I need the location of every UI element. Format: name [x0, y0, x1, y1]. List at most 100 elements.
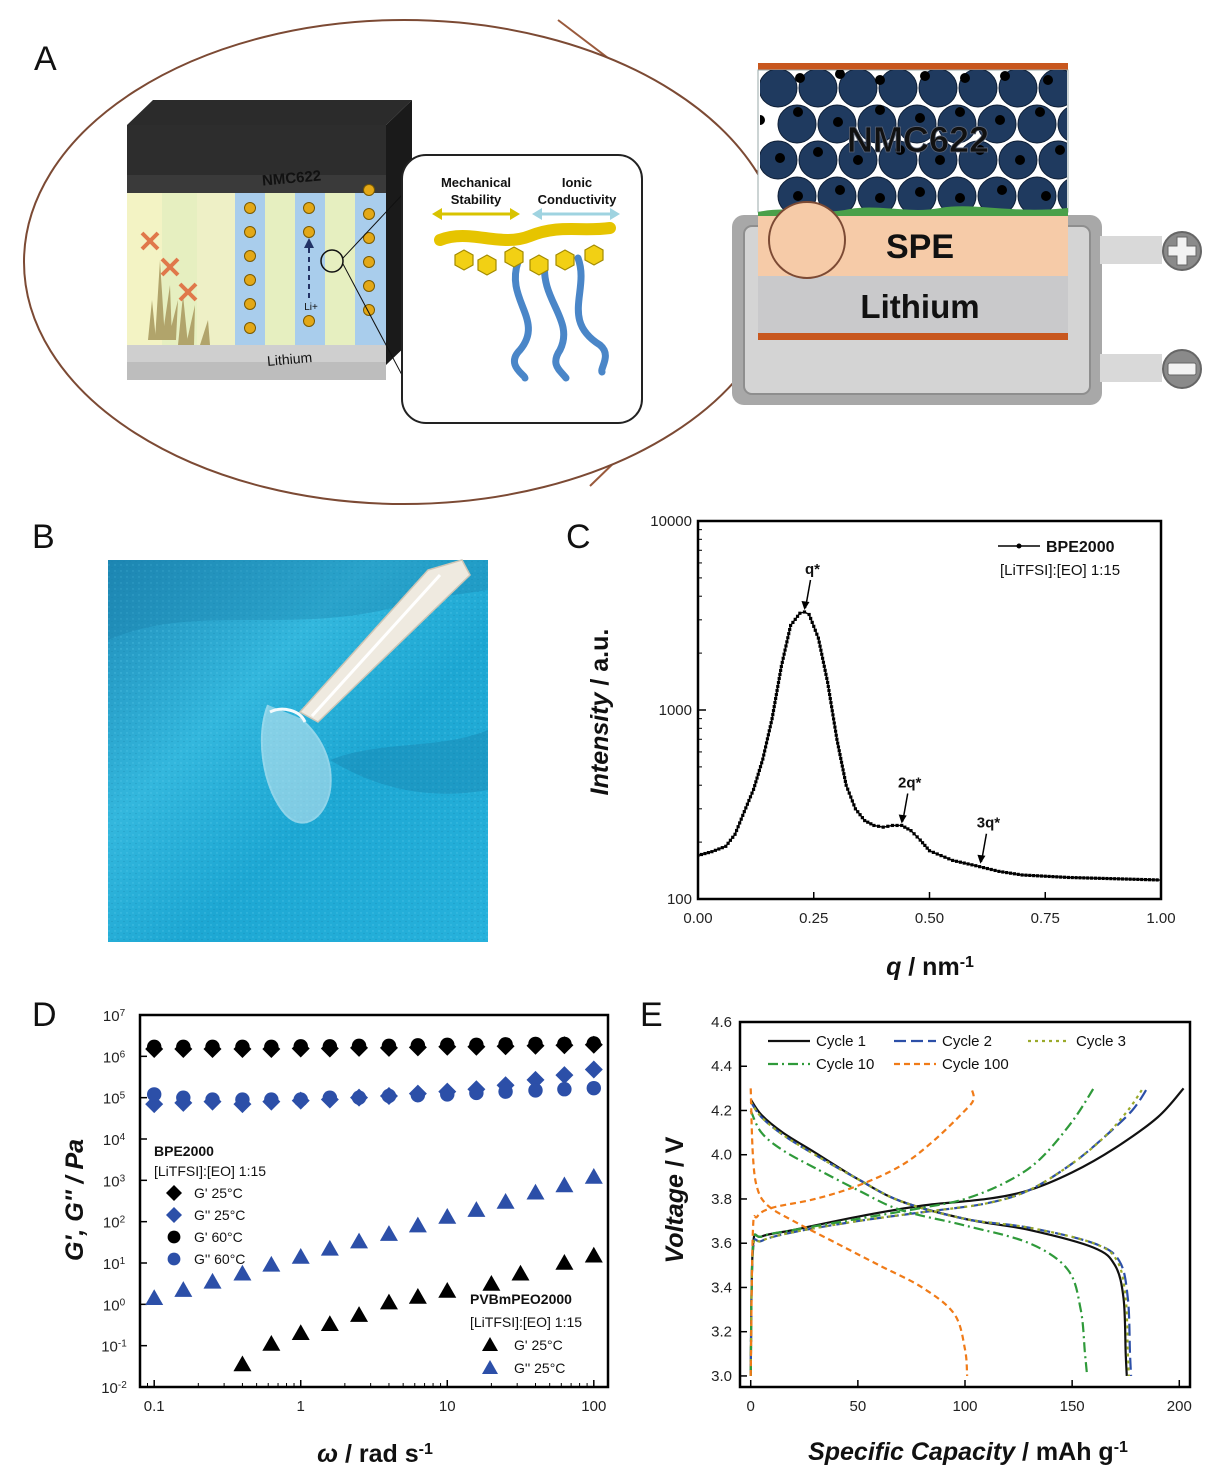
chart-c-point — [798, 611, 802, 615]
chart-e-series-line — [749, 1098, 1128, 1376]
active-particle-icon — [878, 140, 918, 180]
chart-d-point — [235, 1039, 250, 1055]
chart-c-xtick-label: 0.75 — [1031, 910, 1060, 927]
chart-c-point — [816, 636, 820, 640]
chart-c-point — [774, 696, 778, 701]
chart-d-point — [586, 1080, 601, 1096]
chart-c-point — [1105, 876, 1109, 881]
chart-c-point — [713, 848, 717, 852]
chart-d-point — [526, 1183, 545, 1200]
active-particle-icon — [798, 140, 838, 180]
chart-c-point — [1012, 872, 1016, 876]
chart-d-point — [233, 1355, 252, 1372]
active-particle-icon — [1057, 107, 1067, 141]
chart-d-point — [174, 1281, 193, 1297]
chart-c-point — [837, 749, 841, 753]
chart-d-ytick-label: 105 — [103, 1090, 126, 1108]
chart-e-series-line — [749, 1087, 1095, 1376]
chart-d-legend-bottom: PVBmPEO2000 [LiTFSI]:[EO] 1:15 G' 25°C G'… — [470, 1291, 582, 1376]
chart-d-point — [410, 1087, 426, 1103]
battery-cell: NMC622 SPE Lithium — [732, 63, 1202, 405]
carbon-particle-icon — [793, 107, 803, 117]
chart-c-point — [777, 676, 781, 681]
pendant-group-icon — [454, 244, 604, 276]
chart-e-ytick-label: 3.0 — [711, 1368, 732, 1385]
chart-c-point — [819, 648, 823, 652]
chart-d-legend-label: G'' 60°C — [194, 1251, 245, 1267]
carbon-particle-icon — [835, 185, 845, 195]
chart-c-point — [918, 838, 922, 842]
chart-c-point — [833, 725, 837, 729]
chart-c-point — [786, 636, 790, 640]
chart-c-point — [1109, 877, 1113, 881]
chart-e-legend-label: Cycle 3 — [1076, 1033, 1126, 1050]
chart-c-point — [853, 807, 858, 811]
chart-c-point — [1113, 877, 1117, 881]
chart-e-ticks: 0 50 100 150 200 3.0 3.2 3.4 3.6 3.8 4.0 4.2 4.4 4.6 — [711, 1014, 1192, 1415]
chart-c-point — [788, 627, 792, 632]
chart-c-point — [978, 865, 982, 869]
chart-d-point — [351, 1090, 367, 1105]
chart-c-point — [1147, 878, 1152, 882]
cell-anode-label: Lithium — [860, 288, 979, 325]
active-particle-icon — [1017, 104, 1057, 144]
chart-c-point — [831, 717, 836, 721]
chart-e-series-line — [749, 1087, 1149, 1376]
chart-d-point — [145, 1289, 164, 1306]
chart-c-point — [736, 825, 740, 829]
chart-d-point — [408, 1216, 427, 1233]
chart-c-point — [769, 721, 773, 725]
chart-c-point — [925, 846, 929, 850]
chart-c-point — [881, 825, 885, 829]
chart-d-point — [350, 1306, 369, 1322]
chart-d-point — [555, 1176, 574, 1193]
chart-c-point — [779, 664, 783, 669]
chart-c-point — [1093, 876, 1098, 880]
chart-c-point — [962, 861, 966, 865]
chart-e-xlabel: Specific Capacity / mAh g-1 — [808, 1438, 1128, 1466]
active-particle-icon — [798, 70, 838, 108]
chart-c-point — [1032, 873, 1036, 878]
chart-c-point — [824, 672, 828, 676]
chart-c-point — [706, 851, 711, 855]
chart-c-point — [863, 818, 867, 823]
chart-d-point — [438, 1207, 457, 1224]
chart-c-point — [900, 823, 904, 828]
chart-c-point — [771, 713, 775, 717]
chart-d-legend-marker — [482, 1360, 498, 1374]
panel-a: A NMC622 Lithium — [23, 19, 1202, 505]
chart-c-annotation-label: 2q* — [898, 774, 922, 791]
chart-c-point — [846, 787, 850, 791]
chart-c-point — [747, 798, 751, 803]
chart-e-ylabel: Voltage / V — [661, 1136, 689, 1263]
carbon-particle-icon — [915, 113, 925, 123]
chart-d-point — [264, 1039, 279, 1055]
chart-d-point — [528, 1083, 543, 1098]
chart-c-annotation-label: q* — [805, 561, 820, 578]
chart-c-point — [1097, 876, 1101, 880]
active-particle-icon — [777, 104, 817, 144]
chart-c-point — [726, 841, 730, 845]
active-particle-icon — [857, 104, 897, 144]
chart-c-point — [843, 779, 847, 783]
chart-c-point — [802, 610, 807, 614]
carbon-particle-icon — [995, 115, 1005, 125]
chart-c-point — [1089, 876, 1094, 880]
stability-label: Stability — [451, 192, 502, 207]
chart-c-point — [818, 644, 822, 648]
chart-c-point — [849, 795, 853, 799]
chart-d-ytick-label: 100 — [103, 1297, 126, 1315]
chart-c-point — [1155, 878, 1159, 882]
chart-d-ytick-label: 106 — [103, 1049, 126, 1067]
chart-d-point — [262, 1255, 281, 1272]
chart-c-point — [809, 616, 813, 621]
chart-c-point — [844, 783, 848, 787]
chart-c-point — [869, 822, 873, 826]
chart-c-series-line — [698, 611, 1161, 881]
polymer-inset: Mechanical Stability Ionic Conductivity — [401, 154, 643, 424]
chart-d-point — [557, 1082, 572, 1097]
chart-d-point — [147, 1087, 162, 1102]
active-particle-icon — [1038, 70, 1067, 108]
active-particle-icon — [838, 70, 878, 108]
chart-e-series-line — [749, 1088, 975, 1376]
